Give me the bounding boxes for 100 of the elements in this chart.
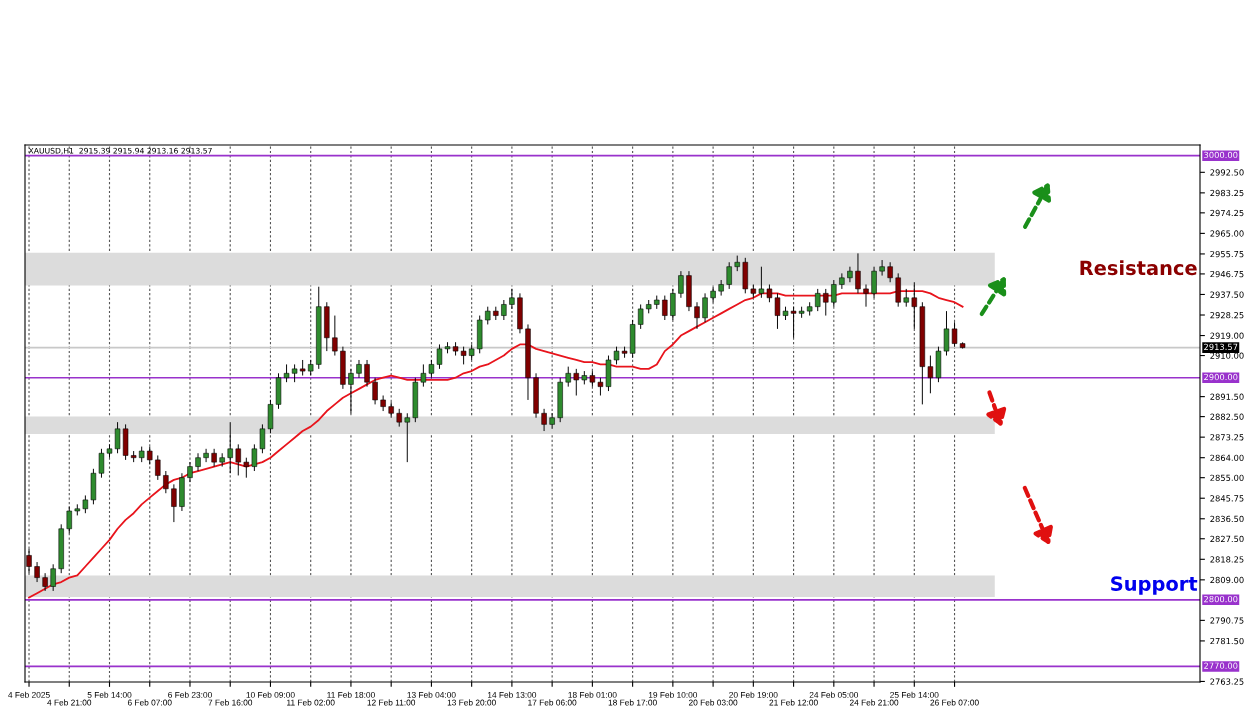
y-tick-label: 2836.50 <box>1210 515 1244 523</box>
x-tick-label: 18 Feb 01:00 <box>568 691 617 698</box>
candlestick <box>243 457 250 479</box>
candlestick <box>815 288 821 312</box>
candlestick <box>50 563 56 592</box>
candlestick <box>662 295 668 321</box>
candlestick <box>823 288 829 317</box>
y-tick-label: 2827.50 <box>1210 535 1244 543</box>
x-tick-label: 14 Feb 13:00 <box>487 691 537 698</box>
x-tick-label: 7 Feb 16:00 <box>208 699 253 706</box>
candlestick <box>831 279 837 308</box>
candlestick <box>235 443 241 476</box>
x-tick-label: 11 Feb 18:00 <box>327 691 375 698</box>
x-tick-label: 4 Feb 21:00 <box>47 699 92 706</box>
y-tick-label: 2974.25 <box>1210 209 1244 217</box>
y-tick-label: 2983.25 <box>1210 189 1244 197</box>
candlestick <box>863 283 869 308</box>
candlestick <box>42 572 48 592</box>
candlestick <box>380 395 386 412</box>
candlestick <box>211 448 217 468</box>
x-tick-label: 6 Feb 07:00 <box>127 699 172 706</box>
candlestick <box>702 292 708 323</box>
candlestick <box>155 454 161 481</box>
candlestick <box>565 366 571 388</box>
candlestick <box>549 412 555 430</box>
candlestick <box>879 259 885 277</box>
x-tick-label: 5 Feb 14:00 <box>87 691 132 698</box>
candlestick <box>839 272 845 290</box>
candlestick <box>227 421 233 474</box>
x-tick-label: 6 Feb 23:00 <box>168 691 212 698</box>
x-tick-label: 13 Feb 04:00 <box>407 691 456 698</box>
candlestick <box>171 483 177 523</box>
candlestick <box>790 306 797 339</box>
candlestick <box>66 506 72 534</box>
x-tick-label: 17 Feb 06:00 <box>528 699 577 706</box>
candlestick <box>573 368 579 396</box>
candlestick <box>678 270 684 299</box>
x-tick-label: 20 Feb 03:00 <box>688 699 738 706</box>
y-tick-label: 2891.50 <box>1210 393 1244 400</box>
candlestick <box>887 261 893 283</box>
candlestick <box>251 443 258 472</box>
candlestick <box>195 452 201 472</box>
candlestick <box>670 288 676 321</box>
ref-line-label: 2913.57 <box>1204 343 1238 351</box>
annotation: Resistance <box>1080 260 1197 276</box>
candlestick <box>420 363 427 388</box>
y-tick-label: 2845.75 <box>1210 495 1244 502</box>
x-tick-label: 10 Feb 09:00 <box>246 691 295 698</box>
y-tick-label: 2763.25 <box>1210 678 1244 685</box>
candlestick <box>927 355 934 394</box>
candlestick <box>34 561 40 583</box>
candlestick <box>332 315 338 357</box>
candlestick <box>911 281 917 330</box>
y-tick-label: 2873.25 <box>1210 434 1244 441</box>
candlestick <box>694 301 700 330</box>
candlestick <box>187 461 193 483</box>
candlestick <box>203 448 209 463</box>
y-tick-label: 2809.00 <box>1210 576 1244 584</box>
ref-line-label: 2900.00 <box>1204 373 1238 381</box>
candlestick <box>541 408 547 432</box>
y-tick-label: 2946.75 <box>1210 270 1244 278</box>
y-tick-label: 2937.50 <box>1210 291 1244 298</box>
x-tick-label: 25 Feb 14:00 <box>890 691 939 698</box>
candlestick <box>710 286 716 303</box>
y-tick-label: 2928.25 <box>1210 311 1244 319</box>
candlestick <box>259 423 266 454</box>
y-tick-label: 2882.50 <box>1210 413 1244 420</box>
candlestick <box>718 279 724 297</box>
candlestick <box>758 266 765 299</box>
x-tick-label: 19 Feb 10:00 <box>648 691 698 698</box>
candlestick <box>364 359 370 388</box>
x-tick-label: 26 Feb 07:00 <box>930 699 979 706</box>
annotation: Support <box>1111 576 1198 595</box>
x-tick-label: 21 Feb 12:00 <box>769 699 818 706</box>
candlestick <box>855 252 861 294</box>
y-tick-label: 2855.00 <box>1210 474 1244 481</box>
y-tick-label: 2818.25 <box>1210 556 1244 563</box>
x-tick-label: 18 Feb 17:00 <box>608 699 657 706</box>
candlestick <box>847 266 853 283</box>
y-tick-label: 2919.00 <box>1210 332 1244 339</box>
candlestick <box>404 412 410 463</box>
candlestick <box>356 359 362 379</box>
x-tick-label: 24 Feb 05:00 <box>809 691 859 698</box>
candlestick <box>163 470 169 494</box>
y-tick-label: 2790.75 <box>1210 617 1244 624</box>
ref-line-label: 2770.00 <box>1204 662 1238 669</box>
x-tick-label: 12 Feb 11:00 <box>367 699 416 706</box>
candlestick <box>372 377 378 405</box>
x-tick-label: 11 Feb 02:00 <box>287 699 335 706</box>
x-tick-label: 20 Feb 19:00 <box>729 691 778 698</box>
x-tick-label: 24 Feb 21:00 <box>849 699 899 706</box>
y-tick-label: 2910.00 <box>1210 352 1244 359</box>
candlestick <box>501 299 507 321</box>
y-tick-label: 2955.75 <box>1210 250 1244 258</box>
y-tick-label: 2781.50 <box>1210 637 1244 645</box>
x-tick-label: 13 Feb 20:00 <box>447 699 496 706</box>
ref-line-label: 3000.00 <box>1204 151 1238 159</box>
y-tick-label: 2965.00 <box>1210 230 1244 237</box>
x-tick-label: 4 Feb 2025 <box>8 691 50 698</box>
y-tick-label: 2992.50 <box>1210 169 1244 176</box>
